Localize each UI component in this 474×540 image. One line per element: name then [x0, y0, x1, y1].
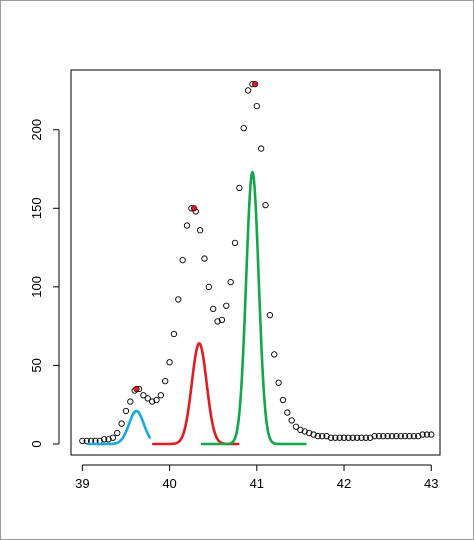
data-point: [371, 432, 378, 440]
data-point: [79, 437, 86, 445]
data-point: [144, 395, 151, 402]
data-point: [353, 434, 361, 441]
data-point: [310, 431, 317, 438]
data-point: [210, 305, 217, 313]
data-point: [109, 434, 117, 441]
data-point: [114, 429, 121, 437]
data-point: [406, 432, 413, 440]
data-point: [415, 432, 422, 440]
data-point: [319, 432, 326, 440]
data-point: [419, 431, 426, 438]
fitted-curves: [85, 170, 308, 446]
data-point: [323, 432, 330, 440]
data-points: [79, 80, 435, 445]
peak-markers: [133, 81, 259, 393]
data-point: [231, 239, 239, 247]
data-point: [292, 423, 300, 430]
y-tick-label: 150: [29, 197, 44, 219]
data-point: [218, 316, 226, 324]
data-point: [105, 436, 112, 443]
data-point: [183, 222, 191, 229]
data-point: [362, 434, 370, 441]
data-point: [170, 330, 178, 338]
data-point: [349, 434, 356, 441]
data-point: [428, 431, 435, 438]
data-point: [175, 296, 182, 303]
data-point: [258, 145, 265, 152]
fit-curve-1: [85, 409, 152, 446]
data-point: [305, 429, 313, 437]
data-point: [327, 434, 335, 441]
data-point: [122, 407, 130, 415]
data-point: [240, 124, 247, 132]
peak-marker: [190, 205, 198, 212]
peak-marker: [133, 385, 140, 393]
data-point: [262, 201, 269, 209]
data-point: [153, 396, 160, 404]
data-point: [314, 432, 322, 440]
data-point: [244, 87, 252, 94]
data-point: [201, 255, 208, 262]
plot-frame: [70, 69, 441, 456]
y-tick-label: 100: [29, 276, 44, 298]
data-point: [157, 392, 165, 399]
data-point: [271, 351, 278, 358]
data-point: [140, 392, 147, 399]
data-point: [336, 434, 343, 441]
data-point: [301, 428, 308, 435]
x-tick-label: 41: [250, 476, 264, 491]
fit-curve-2: [151, 342, 241, 446]
data-point: [279, 396, 287, 404]
data-point: [388, 432, 396, 440]
data-point: [284, 409, 291, 416]
x-tick-label: 39: [75, 476, 89, 491]
data-point: [397, 432, 404, 440]
data-point: [384, 432, 391, 440]
data-point: [236, 184, 243, 192]
axes: 39 40 41 42 43 0 50 100 150 200: [29, 119, 439, 491]
data-point: [275, 379, 282, 386]
x-tick-label: 42: [337, 476, 351, 491]
data-point: [100, 436, 108, 443]
x-tick-label: 40: [162, 476, 176, 491]
data-point: [196, 227, 204, 234]
data-point: [179, 256, 186, 264]
y-tick-label: 50: [29, 358, 44, 372]
x-tick-label: 43: [424, 476, 438, 491]
data-point: [162, 377, 169, 385]
peak-marker: [251, 81, 259, 88]
data-point: [332, 434, 339, 441]
data-point: [118, 420, 125, 427]
data-point: [375, 432, 383, 440]
data-point: [266, 311, 274, 319]
data-point: [423, 431, 431, 438]
data-point: [380, 432, 387, 440]
data-point: [205, 283, 212, 291]
data-point: [393, 432, 400, 440]
y-tick-label: 200: [29, 119, 44, 141]
data-point: [227, 278, 234, 286]
data-point: [297, 426, 304, 434]
fit-curve-3: [200, 170, 308, 446]
data-point: [401, 432, 409, 440]
data-point: [214, 318, 221, 325]
data-point: [358, 434, 365, 441]
y-tick-label: 0: [29, 440, 44, 447]
data-point: [166, 359, 173, 366]
data-point: [288, 417, 295, 424]
data-point: [410, 432, 417, 440]
data-point: [253, 102, 260, 110]
data-point: [367, 434, 374, 441]
data-point: [340, 434, 348, 441]
data-point: [223, 302, 230, 309]
data-point: [148, 398, 156, 405]
data-point: [127, 398, 134, 405]
data-point: [345, 434, 352, 441]
